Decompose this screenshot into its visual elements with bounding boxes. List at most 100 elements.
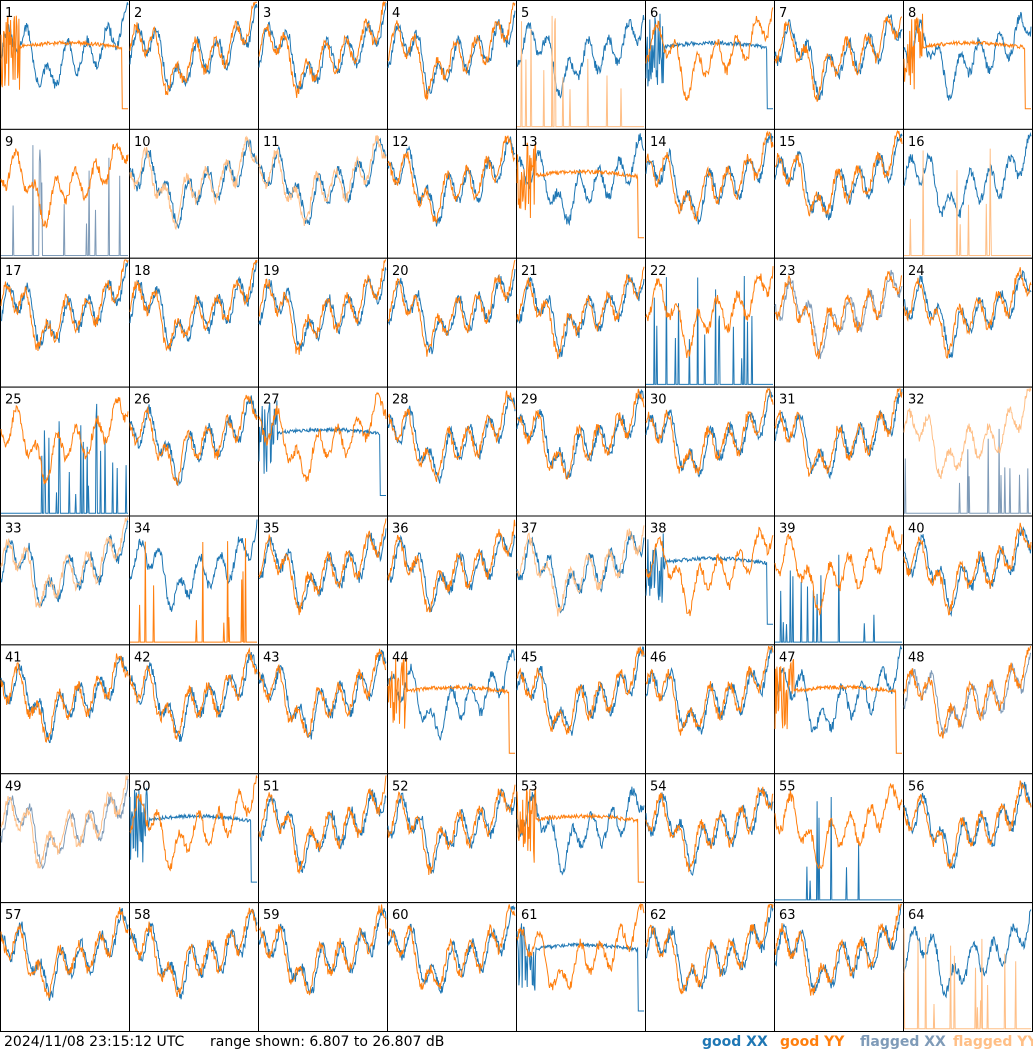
panel-frame: [903, 644, 1033, 775]
series-xx-good: [129, 787, 257, 883]
series-yy-good: [129, 907, 258, 997]
panel-frame: [645, 386, 775, 517]
panel-label: 45: [521, 650, 538, 665]
panel-label: 48: [908, 650, 925, 665]
range-label: range shown: 6.807 to 26.807 dB: [210, 1034, 445, 1050]
series-xx-flagged: [0, 778, 129, 870]
panel-20: 20: [387, 257, 517, 388]
panel-frame: [774, 257, 904, 388]
panel-label: 34: [134, 522, 151, 537]
panel-8: 8: [903, 0, 1033, 130]
panel-label: 33: [5, 522, 22, 537]
panel-label: 28: [392, 393, 409, 408]
panel-5: 5: [516, 0, 646, 130]
series-xx-good: [903, 526, 1032, 617]
panel-label: 64: [908, 908, 925, 923]
series-yy-good: [517, 388, 645, 480]
series-xx-good: [129, 908, 258, 1000]
panel-label: 42: [134, 650, 151, 665]
panel-11: 11: [258, 128, 388, 259]
series-xx-good: [258, 528, 387, 612]
series-xx-good: [516, 274, 645, 358]
panel-17: 17: [0, 257, 130, 388]
series-yy-good: [516, 646, 645, 735]
panel-frame: [516, 773, 646, 904]
series-yy-good: [387, 259, 516, 357]
panel-label: 19: [263, 264, 280, 279]
footer-bar: 2024/11/08 23:15:12 UTC range shown: 6.8…: [0, 1032, 1033, 1053]
series-yy-good: [387, 390, 516, 482]
series-yy-good: [774, 903, 902, 996]
panel-frame: [258, 902, 388, 1032]
panel-55: 55: [774, 773, 904, 904]
panel-label: 23: [779, 264, 796, 279]
series-xx-good: [903, 131, 1032, 218]
panel-label: 49: [5, 779, 22, 794]
series-xx-good: [903, 11, 1032, 101]
series-yy-good: [387, 904, 516, 990]
panel-label: 31: [779, 393, 796, 408]
series-yy-good: [645, 526, 774, 617]
series-xx-flagged: [904, 428, 1031, 514]
series-yy-good: [903, 522, 1032, 616]
series-yy-good: [129, 1, 257, 96]
panel-label: 60: [392, 908, 409, 923]
panel-frame: [0, 644, 130, 775]
series-xx-good: [387, 788, 516, 874]
panel-2: 2: [129, 0, 259, 130]
series-yy-good: [0, 653, 129, 743]
panel-34: 34: [129, 515, 259, 646]
panel-39: 39: [774, 515, 904, 646]
series-xx-good: [774, 388, 903, 480]
panel-53: 53: [516, 773, 646, 904]
panel-label: 27: [263, 393, 280, 408]
panel-label: 22: [650, 264, 667, 279]
panel-label: 8: [908, 6, 916, 21]
panel-12: 12: [387, 128, 517, 259]
panel-frame: [258, 386, 388, 517]
series-yy-good: [387, 519, 516, 613]
panel-27: 27: [258, 386, 388, 517]
panel-64: 64: [903, 902, 1033, 1032]
panel-label: 63: [779, 908, 796, 923]
panel-26: 26: [129, 386, 259, 517]
panel-47: 47: [774, 644, 904, 775]
panel-frame: [516, 902, 646, 1032]
series-xx-good: [258, 788, 387, 873]
panel-label: 35: [263, 522, 280, 537]
panel-label: 32: [908, 393, 925, 408]
panel-49: 49: [0, 773, 130, 904]
series-yy-flagged: [129, 135, 258, 231]
series-yy-good: [774, 525, 903, 616]
series-yy-good: [0, 142, 129, 229]
panel-frame: [645, 128, 775, 259]
series-xx-good: [129, 519, 258, 612]
panel-frame: [903, 257, 1033, 388]
panel-label: 13: [521, 135, 538, 150]
panel-59: 59: [258, 902, 388, 1032]
panel-label: 20: [392, 264, 409, 279]
panel-52: 52: [387, 773, 517, 904]
panel-7: 7: [774, 0, 904, 130]
panel-3: 3: [258, 0, 388, 130]
panel-label: 41: [5, 650, 22, 665]
series-xx-good: [774, 13, 903, 101]
panel-28: 28: [387, 386, 517, 517]
panel-54: 54: [645, 773, 775, 904]
series-yy-flagged: [517, 15, 644, 128]
series-yy-good: [774, 16, 902, 102]
series-xx-good: [516, 133, 645, 227]
panel-45: 45: [516, 644, 646, 775]
panel-21: 21: [516, 257, 646, 388]
panel-label: 16: [908, 135, 925, 150]
panel-63: 63: [774, 902, 904, 1032]
panel-frame: [387, 644, 517, 775]
series-yy-good: [903, 267, 1032, 359]
panel-frame: [645, 515, 775, 646]
series-xx-good: [129, 395, 258, 487]
panel-label: 36: [392, 522, 409, 537]
panel-label: 57: [5, 908, 22, 923]
series-xx-good: [129, 260, 258, 352]
series-yy-good: [903, 13, 1031, 110]
panel-label: 9: [5, 135, 13, 150]
